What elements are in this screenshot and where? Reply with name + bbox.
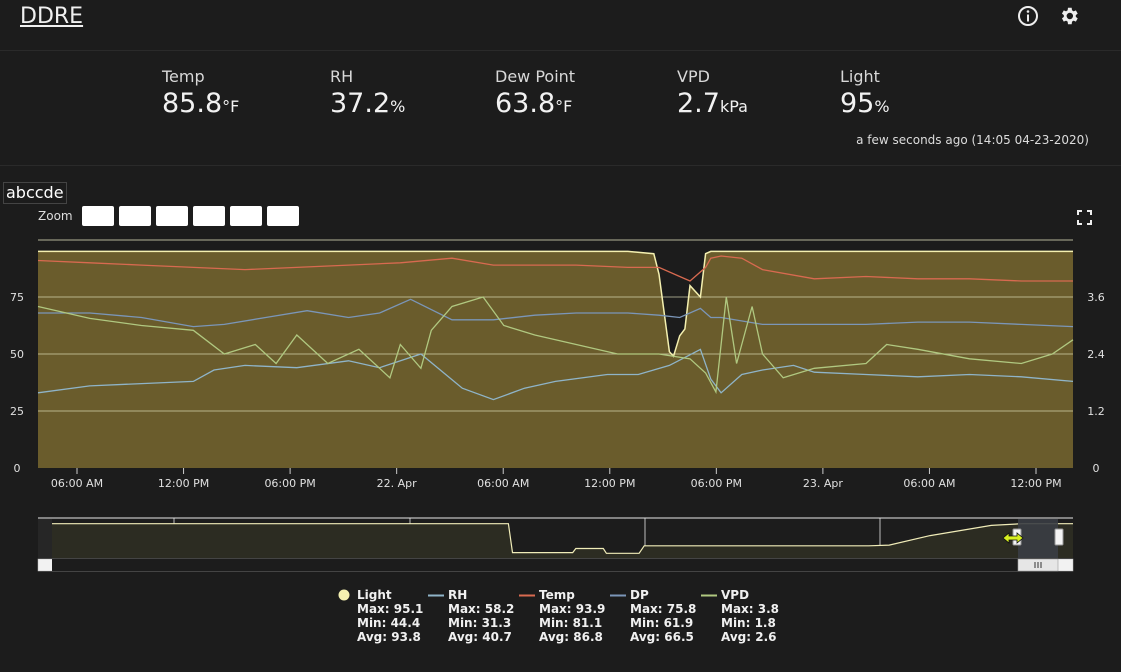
legend-dp-line <box>610 594 626 597</box>
device-selector[interactable]: abccde <box>3 182 67 204</box>
stat-label: RH <box>330 67 354 86</box>
x-tick-label: 06:00 PM <box>264 477 315 490</box>
stat-value: 2.7 <box>677 88 720 119</box>
stat-value: 37.2 <box>330 88 391 119</box>
y-left-tick-label: 50 <box>10 348 24 361</box>
y-right-tick-label: 2.4 <box>1087 348 1105 361</box>
resize-cursor-icon <box>1002 532 1024 544</box>
legend-min: Min: 44.4 <box>357 616 421 630</box>
legend-avg: Avg: 40.7 <box>448 630 512 644</box>
legend-max: Max: 58.2 <box>448 602 515 616</box>
stat-unit: °F <box>222 97 240 116</box>
zoom-1h-button[interactable]: 1h <box>81 206 114 226</box>
stat-light: Light 95% <box>840 67 890 119</box>
zoom-1m-button[interactable]: 1m <box>229 206 262 226</box>
y-left-tick-label: 25 <box>10 405 24 418</box>
stat-rh: RH 37.2% <box>330 67 405 119</box>
legend-series-name: RH <box>448 588 468 602</box>
navigator-mask-left <box>38 519 52 558</box>
series-light-area <box>38 251 1073 468</box>
x-tick-label: 23. Apr <box>803 477 843 490</box>
x-tick-label: 06:00 AM <box>51 477 103 490</box>
legend-max: Max: 3.8 <box>721 602 780 616</box>
stat-unit: °F <box>555 97 573 116</box>
series-dp-line <box>38 298 1074 328</box>
zoom-all-button[interactable]: All <box>266 206 299 226</box>
legend-temp-line <box>519 594 535 597</box>
legend-min: Min: 81.1 <box>539 616 603 630</box>
legend-min: Min: 61.9 <box>630 616 694 630</box>
legend-avg: Avg: 93.8 <box>357 630 421 644</box>
chart-axes: 0 25 50 75 0 1.2 2.4 3.6 06:00 AM 12:00 PM 06:00 P… <box>10 291 1105 490</box>
gear-icon[interactable] <box>1058 5 1080 27</box>
zoom-1w-button[interactable]: 1w <box>192 206 225 226</box>
legend-series-name: Temp <box>539 588 575 602</box>
legend-vpd-line <box>701 594 717 597</box>
x-tick-label: 22. Apr <box>377 477 417 490</box>
navigator-selection <box>1018 519 1058 558</box>
fullscreen-icon[interactable] <box>1077 210 1092 225</box>
x-tick-label: 12:00 PM <box>584 477 635 490</box>
stat-unit: % <box>390 97 406 116</box>
legend-avg: Avg: 66.5 <box>630 630 694 644</box>
stat-unit: % <box>874 97 890 116</box>
stat-unit: kPa <box>719 97 748 116</box>
stat-value: 63.8 <box>495 88 556 119</box>
y-left-tick-label: 75 <box>10 291 24 304</box>
legend-light-marker <box>338 589 350 601</box>
x-tick-label: 06:00 AM <box>477 477 529 490</box>
navigator: 2. Mar16. Mar30. Mar13. Apr <box>37 517 1074 572</box>
stat-label: Temp <box>162 67 205 86</box>
legend-avg: Avg: 2.6 <box>721 630 777 644</box>
stat-vpd: VPD 2.7kPa <box>677 67 748 119</box>
current-readings: Temp 85.8°F RH 37.2% Dew Point 63.8°F VP… <box>0 51 1121 166</box>
zoom-3h-button[interactable]: 3h <box>118 206 151 226</box>
legend-min: Min: 1.8 <box>721 616 776 630</box>
stat-label: Light <box>840 67 880 86</box>
y-right-tick-label: 0 <box>1093 462 1100 475</box>
zoom-1d-button[interactable]: 1d <box>155 206 188 226</box>
legend-min: Min: 31.3 <box>448 616 512 630</box>
site-title-link[interactable]: DDRE <box>20 4 84 29</box>
last-updated-text: a few seconds ago (14:05 04-23-2020) <box>856 133 1089 147</box>
legend-series-name: VPD <box>721 588 750 602</box>
stat-label: Dew Point <box>495 67 576 86</box>
zoom-controls: Zoom 1h 3h 1d 1w 1m All <box>38 206 299 226</box>
zoom-label: Zoom <box>38 209 73 223</box>
series-temp-line <box>37 255 1073 282</box>
legend-max: Max: 75.8 <box>630 602 697 616</box>
legend-max: Max: 95.1 <box>357 602 424 616</box>
main-plot-area <box>37 239 1074 468</box>
stat-value: 85.8 <box>162 88 223 119</box>
x-tick-label: 06:00 PM <box>691 477 742 490</box>
navigator-right-handle <box>1054 528 1064 546</box>
legend-avg: Avg: 86.8 <box>539 630 603 644</box>
x-tick-label: 12:00 PM <box>158 477 209 490</box>
legend-max: Max: 93.9 <box>539 602 606 616</box>
stat-value: 95 <box>840 88 875 119</box>
legend-series-name: DP <box>630 588 649 602</box>
y-right-tick-label: 1.2 <box>1087 405 1105 418</box>
info-icon[interactable] <box>1017 5 1039 27</box>
stat-label: VPD <box>677 67 710 86</box>
legend-series-name: Light <box>357 588 392 602</box>
x-tick-label: 06:00 AM <box>903 477 955 490</box>
y-right-tick-label: 3.6 <box>1087 291 1105 304</box>
top-bar: DDRE <box>0 0 1121 51</box>
navigator-light-area <box>52 523 1073 558</box>
navigator-light-line <box>52 523 1073 554</box>
stat-dew-point: Dew Point 63.8°F <box>495 67 575 119</box>
series-rh-line <box>37 348 1074 401</box>
series-light-line <box>38 250 1073 358</box>
x-tick-label: 12:00 PM <box>1010 477 1061 490</box>
navigator-scrollbar-gap <box>52 559 1018 571</box>
y-left-tick-label: 0 <box>14 462 21 475</box>
legend-rh-line <box>428 594 444 597</box>
stat-temp: Temp 85.8°F <box>162 67 239 119</box>
series-vpd-line <box>37 296 1074 395</box>
